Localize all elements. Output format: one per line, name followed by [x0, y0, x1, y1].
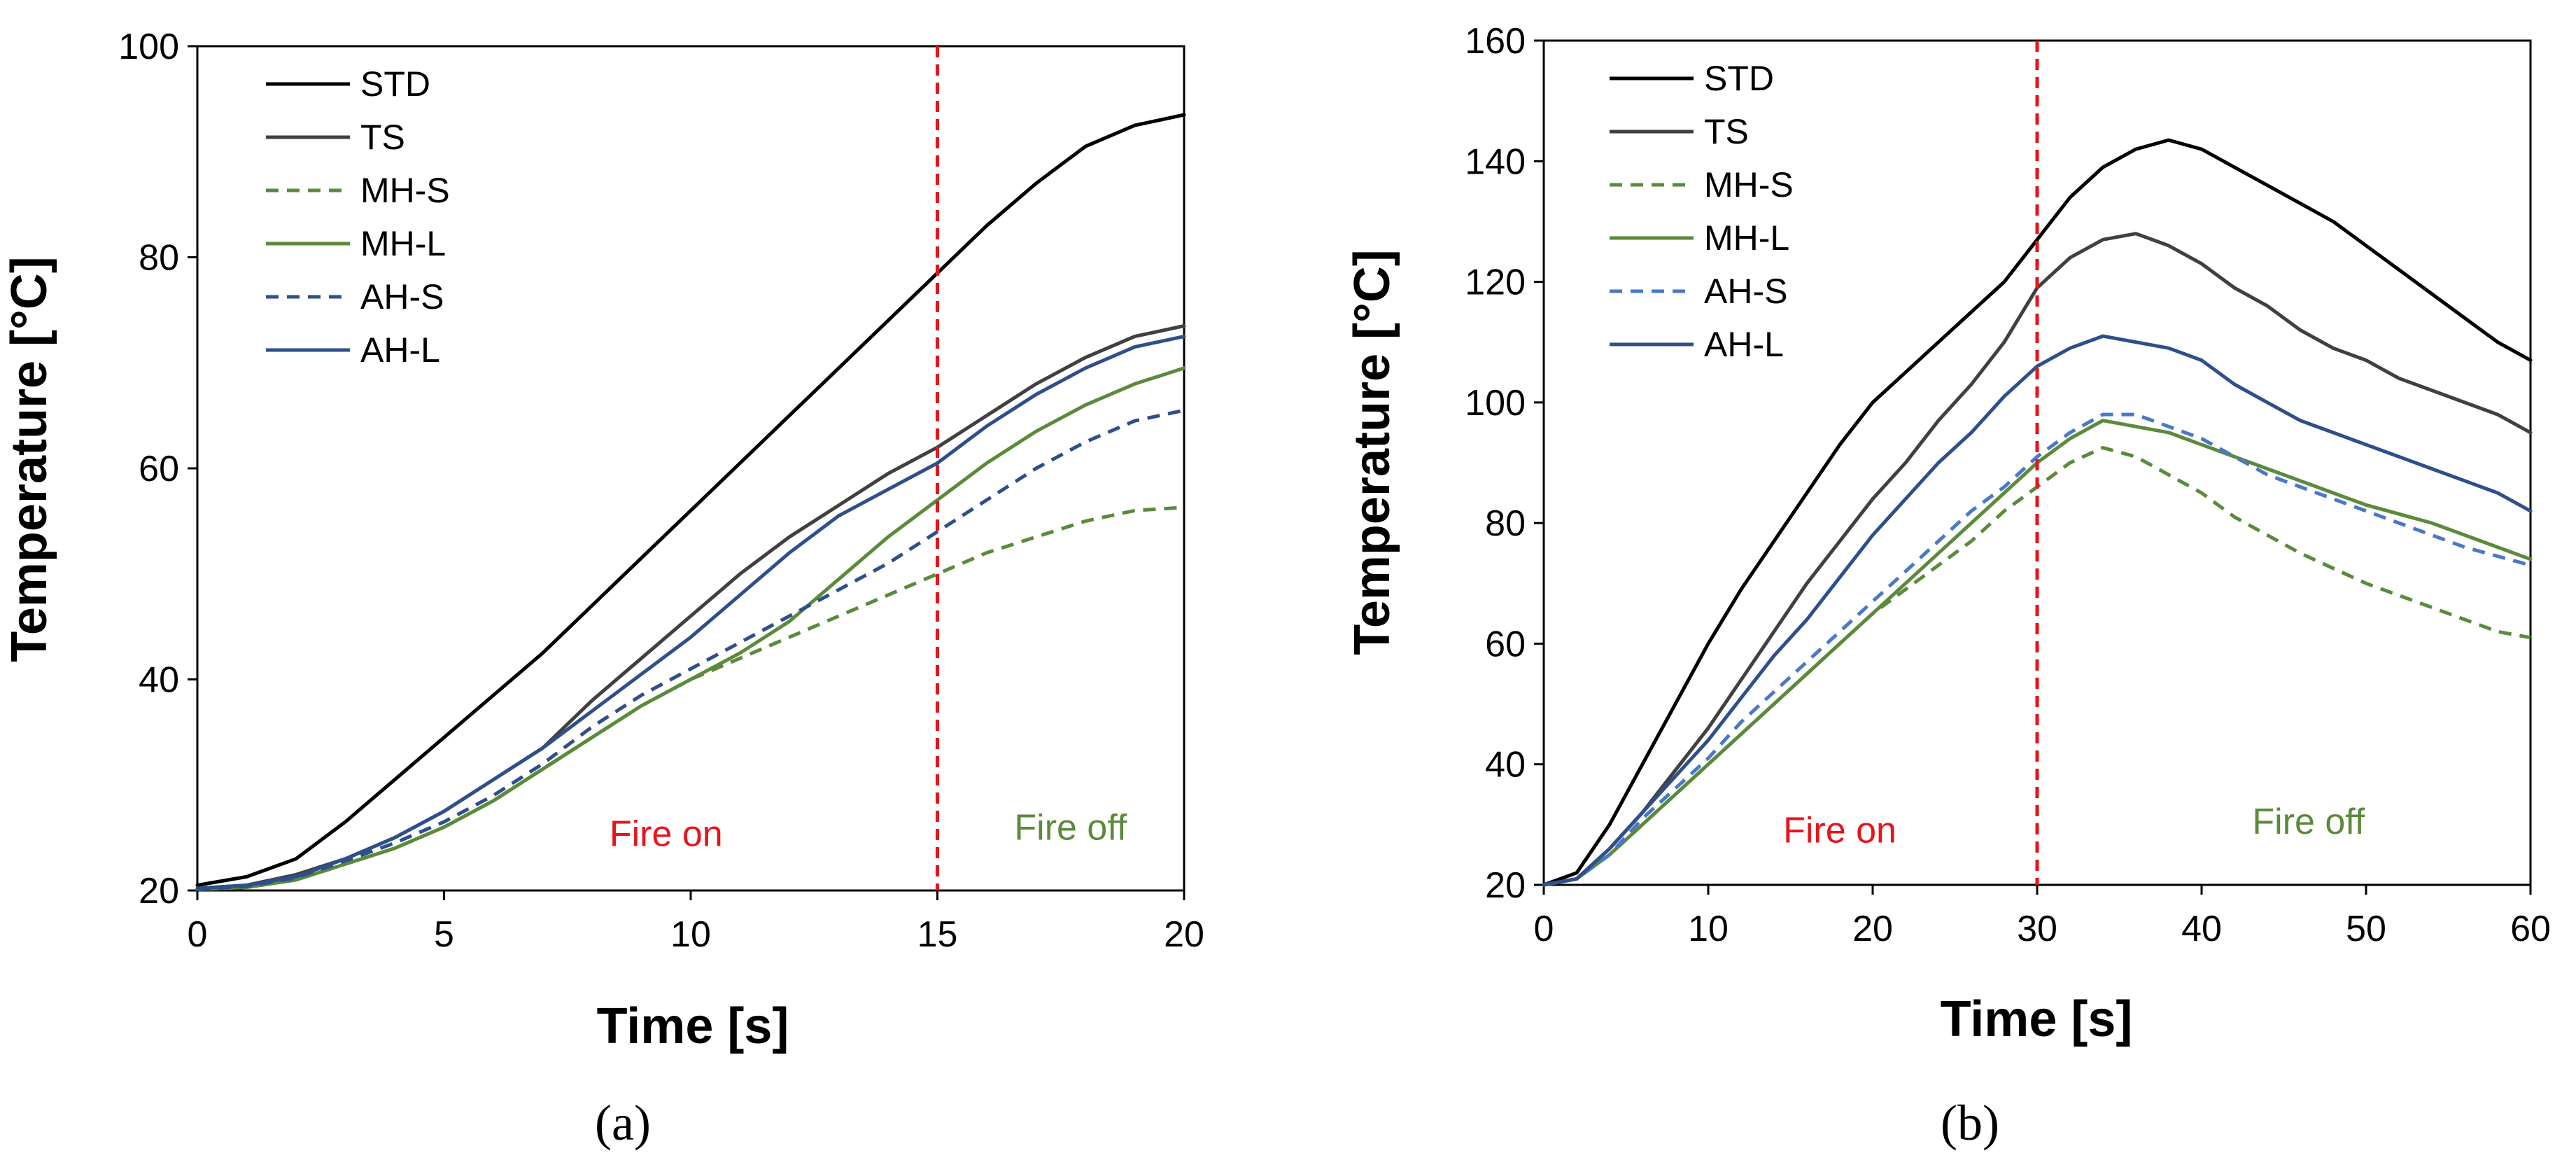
x-tick-label-a-1: 5 [434, 914, 454, 955]
x-tick-label-b-3: 30 [2017, 909, 2057, 949]
series-line-a-mh-l [195, 366, 1186, 891]
y-tick-label-a-4: 100 [118, 27, 179, 67]
y-tick-label-b-5: 120 [1465, 263, 1526, 303]
annotation-a-0: Fire on [610, 814, 723, 855]
legend-label-a-ah-l: AH-L [360, 330, 440, 370]
chart-panel-b: 20 40 60 80 100 120 140 160 0 10 20 30 40 50 60 Fire on… [1344, 21, 2551, 1151]
y-tick-label-b-6: 140 [1465, 141, 1526, 182]
annotation-b-1: Fire off [2252, 802, 2365, 842]
legend-label-b-mh-l: MH-L [1704, 218, 1789, 258]
x-tick-label-b-0: 0 [1534, 909, 1554, 949]
x-tick-label-b-1: 10 [1688, 909, 1729, 949]
y-tick-label-b-2: 60 [1485, 624, 1526, 664]
chart-panel-a: 20 40 60 80 100 0 5 10 15 20 Fire on Fire off STD TS M… [1, 27, 1204, 1151]
y-tick-label-a-2: 60 [139, 449, 179, 489]
legend-label-b-mh-s: MH-S [1704, 165, 1794, 204]
series-line-a-ah-l [195, 335, 1186, 890]
plot-area-a: 20 40 60 80 100 0 5 10 15 20 Fire on Fire off STD TS M… [118, 27, 1204, 955]
y-tick-label-b-7: 160 [1465, 21, 1526, 62]
legend-label-b-ah-s: AH-S [1704, 272, 1787, 311]
legend-label-a-ts: TS [360, 118, 405, 157]
x-tick-label-a-4: 20 [1164, 914, 1204, 955]
series-line-a-std [195, 113, 1186, 887]
y-tick-label-a-1: 40 [139, 660, 179, 701]
series-line-a-ah-s [197, 408, 1185, 891]
panel-label-b: (b) [1941, 1095, 1999, 1151]
legend-label-a-std: STD [360, 64, 430, 104]
y-tick-label-b-4: 100 [1465, 383, 1526, 424]
series-line-b-ah-l [1542, 334, 2533, 887]
series-line-b-ah-s [1543, 412, 2531, 887]
y-tick-label-b-0: 20 [1485, 865, 1526, 906]
plot-area-b: 20 40 60 80 100 120 140 160 0 10 20 30 40 50 60 Fire on… [1465, 21, 2551, 949]
series-line-b-std [1542, 138, 2533, 887]
x-tick-label-b-6: 60 [2510, 909, 2551, 949]
y-tick-label-b-1: 40 [1485, 745, 1526, 785]
legend-label-b-ah-l: AH-L [1704, 325, 1784, 364]
panel-label-a: (a) [595, 1095, 651, 1151]
y-axis-title-a: Temperature [°C] [1, 256, 57, 662]
y-tick-label-a-0: 20 [139, 871, 179, 911]
legend-label-b-std: STD [1704, 59, 1774, 98]
legend-label-a-ah-s: AH-S [360, 277, 444, 316]
x-axis-title-a: Time [s] [597, 998, 789, 1054]
y-tick-label-a-3: 80 [139, 238, 179, 279]
x-tick-label-a-2: 10 [670, 914, 711, 955]
legend-label-b-ts: TS [1704, 112, 1749, 151]
x-tick-label-a-0: 0 [188, 914, 208, 955]
legend-label-a-mh-s: MH-S [360, 171, 450, 210]
legend-label-a-mh-l: MH-L [360, 224, 446, 263]
x-tick-label-b-2: 20 [1852, 909, 1893, 949]
annotation-b-0: Fire on [1783, 811, 1896, 851]
annotation-a-1: Fire off [1014, 808, 1127, 848]
x-tick-label-b-4: 40 [2181, 909, 2222, 949]
x-axis-title-b: Time [s] [1941, 991, 2133, 1047]
y-tick-label-b-3: 80 [1485, 503, 1526, 544]
x-tick-label-a-3: 15 [917, 914, 958, 955]
y-axis-title-b: Temperature [°C] [1344, 249, 1400, 655]
x-tick-label-b-5: 50 [2346, 909, 2386, 949]
